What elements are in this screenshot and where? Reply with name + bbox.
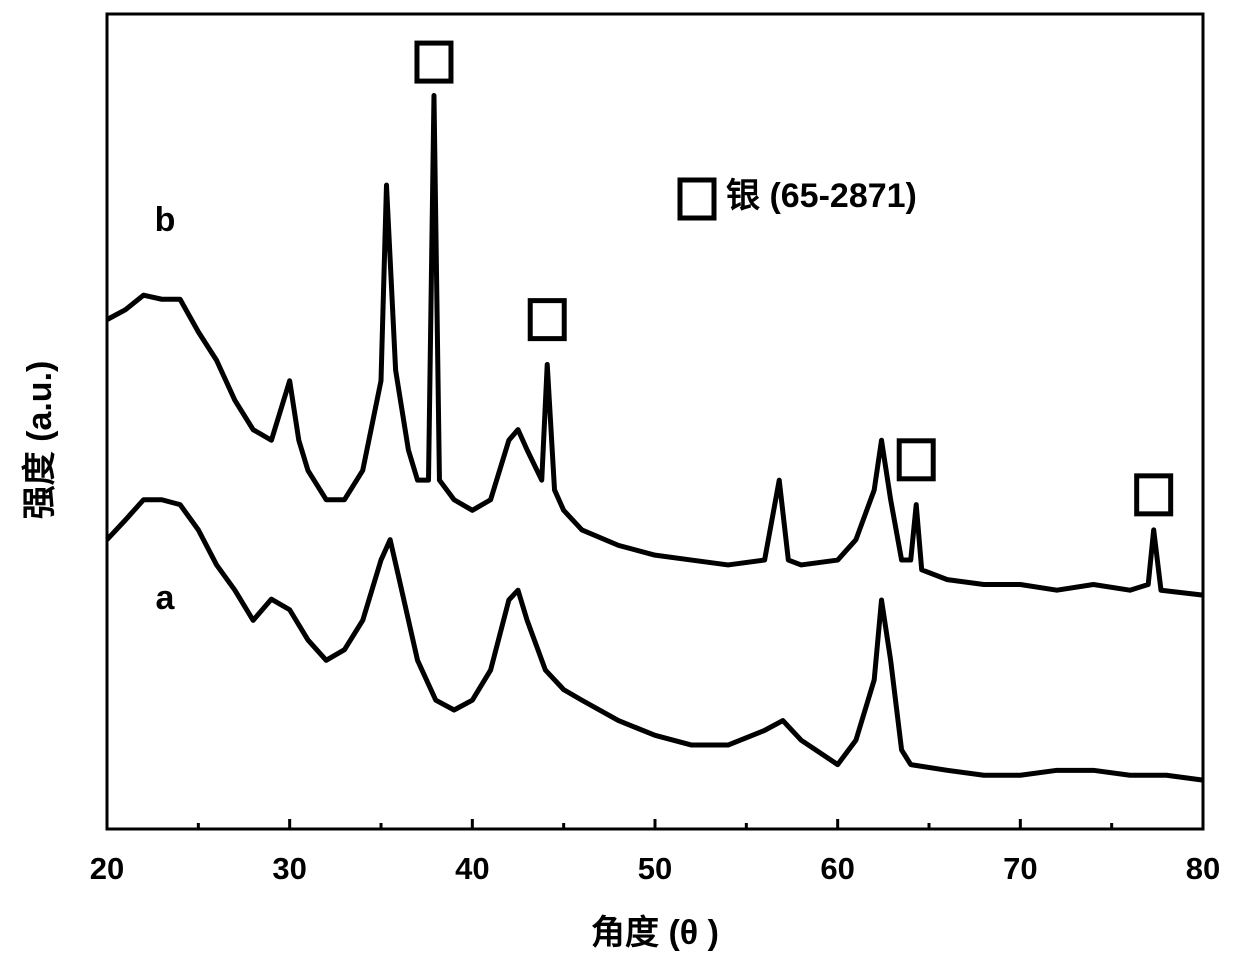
x-axis-label: 角度 (θ ): [591, 914, 719, 952]
series-line: [105, 93, 1204, 598]
x-tick-label: 20: [90, 851, 124, 886]
x-tick-label: 40: [455, 851, 489, 886]
series-label: b: [155, 201, 176, 239]
legend-text: 银 (65-2871): [726, 177, 917, 215]
series-line: [105, 497, 1204, 783]
x-tick-label: 60: [820, 851, 854, 886]
x-tick-label: 70: [1003, 851, 1037, 886]
phase-marker: [414, 40, 454, 84]
y-axis-label: 强度 (a.u.): [21, 361, 59, 520]
phase-marker: [527, 298, 567, 342]
x-tick-label: 30: [272, 851, 306, 886]
legend-square: [677, 177, 717, 221]
phase-marker: [1134, 473, 1174, 517]
series-label: a: [156, 579, 176, 617]
plot-frame: [105, 12, 1205, 831]
x-tick-label: 50: [638, 851, 672, 886]
x-tick-label: 80: [1186, 851, 1220, 886]
phase-marker: [896, 438, 936, 482]
